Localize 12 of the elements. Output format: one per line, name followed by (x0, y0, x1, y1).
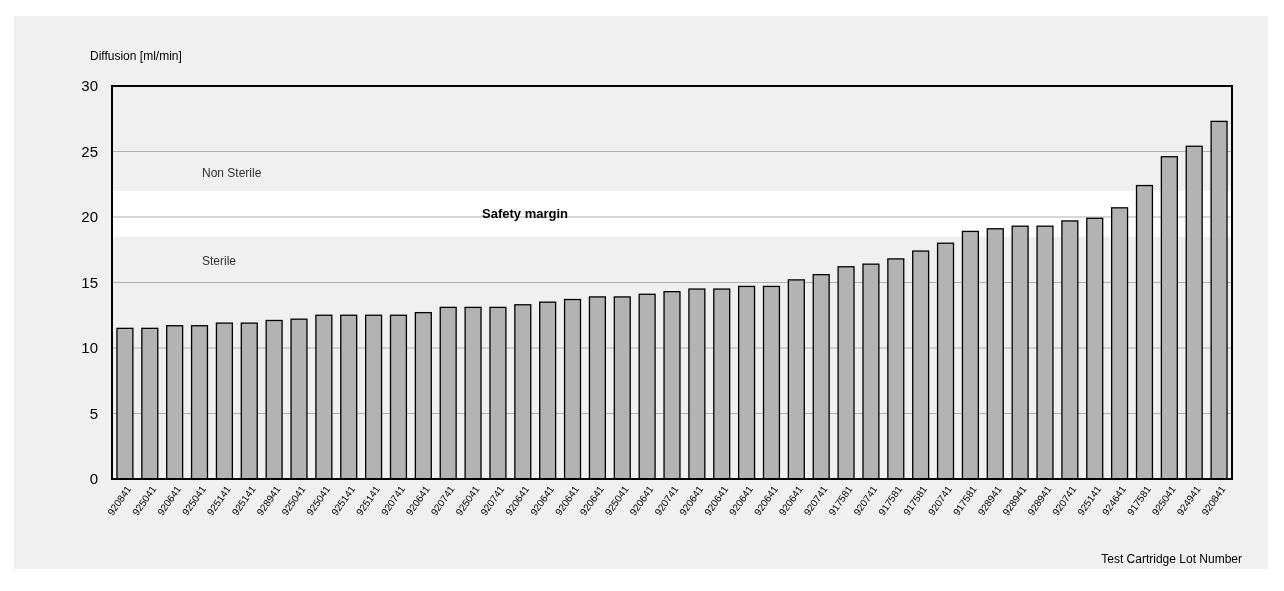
annotation: Non Sterile (202, 165, 262, 180)
y-tick-label: 5 (89, 404, 98, 422)
y-tick-label: 20 (81, 208, 98, 226)
x-axis-title: Test Cartridge Lot Number (1101, 552, 1242, 566)
y-tick-label: 25 (81, 142, 98, 160)
annotation: Sterile (202, 253, 237, 268)
y-tick-label: 30 (81, 77, 98, 95)
y-axis-title: Diffusion [ml/min] (90, 49, 182, 63)
y-tick-label: 15 (81, 273, 98, 291)
y-tick-label: 0 (89, 470, 98, 488)
y-tick-label: 10 (81, 339, 98, 357)
band-label: Safety margin (482, 205, 569, 221)
